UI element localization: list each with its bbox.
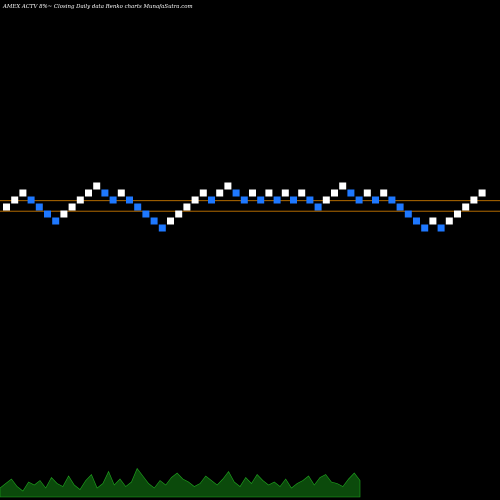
renko-brick-up xyxy=(331,189,338,197)
renko-brick-up xyxy=(339,182,347,190)
renko-brick-down xyxy=(437,224,445,232)
renko-brick-up xyxy=(363,189,371,197)
renko-brick-down xyxy=(35,203,43,211)
chart-title: AMEX ACTV 8%~ Closing Daily data Renko c… xyxy=(2,4,193,10)
renko-brick-down xyxy=(257,196,265,204)
renko-brick-up xyxy=(93,182,101,190)
renko-brick-down xyxy=(134,203,142,211)
renko-brick-up xyxy=(454,210,461,218)
renko-brick-down xyxy=(27,196,35,204)
renko-brick-up xyxy=(478,189,486,197)
renko-brick-down xyxy=(347,189,355,197)
renko-brick-down xyxy=(109,196,117,204)
renko-brick-up xyxy=(445,217,453,225)
renko-brick-up xyxy=(19,189,27,197)
renko-brick-down xyxy=(421,224,429,232)
renko-brick-up xyxy=(265,189,273,197)
renko-brick-up xyxy=(85,189,92,197)
renko-brick-down xyxy=(101,189,109,197)
volume-series xyxy=(0,467,361,498)
renko-brick-down xyxy=(396,203,404,211)
renko-brick-down xyxy=(273,196,281,204)
renko-brick-up xyxy=(199,189,207,197)
renko-brick-down xyxy=(126,196,133,204)
renko-brick-up xyxy=(380,189,388,197)
renko-brick-up xyxy=(298,189,306,197)
renko-brick-down xyxy=(355,196,363,204)
renko-brick-up xyxy=(167,217,174,225)
renko-brick-down xyxy=(240,196,248,204)
renko-brick-up xyxy=(249,189,256,197)
renko-brick-up xyxy=(281,189,289,197)
volume-area xyxy=(0,467,361,498)
renko-brick-down xyxy=(208,196,215,204)
renko-brick-up xyxy=(60,210,68,218)
renko-brick-up xyxy=(470,196,478,204)
renko-bricks xyxy=(3,182,486,232)
renko-brick-down xyxy=(52,217,60,225)
renko-brick-down xyxy=(314,203,322,211)
renko-brick-up xyxy=(191,196,199,204)
renko-brick-down xyxy=(158,224,166,232)
renko-brick-down xyxy=(404,210,412,218)
renko-brick-up xyxy=(76,196,84,204)
renko-brick-down xyxy=(290,196,297,204)
renko-brick-up xyxy=(183,203,191,211)
renko-brick-down xyxy=(372,196,379,204)
renko-brick-up xyxy=(462,203,470,211)
renko-brick-down xyxy=(44,210,51,218)
renko-brick-down xyxy=(388,196,396,204)
renko-brick-down xyxy=(306,196,314,204)
renko-brick-up xyxy=(224,182,232,190)
renko-brick-down xyxy=(150,217,158,225)
renko-brick-down xyxy=(413,217,420,225)
renko-brick-up xyxy=(429,217,437,225)
renko-brick-down xyxy=(232,189,240,197)
renko-brick-up xyxy=(216,189,224,197)
renko-brick-up xyxy=(11,196,19,204)
renko-brick-up xyxy=(322,196,330,204)
renko-brick-up xyxy=(68,203,76,211)
renko-brick-up xyxy=(175,210,183,218)
renko-brick-down xyxy=(142,210,150,218)
renko-brick-up xyxy=(117,189,125,197)
renko-brick-up xyxy=(3,203,10,211)
